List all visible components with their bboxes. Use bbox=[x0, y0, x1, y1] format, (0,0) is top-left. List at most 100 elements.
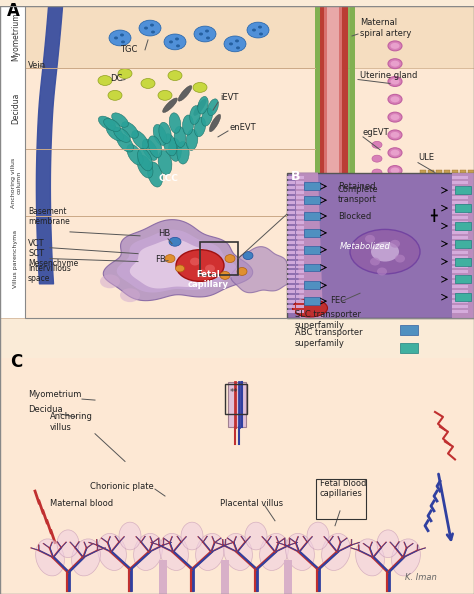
Ellipse shape bbox=[137, 155, 153, 178]
Ellipse shape bbox=[176, 45, 180, 48]
Bar bbox=[287, 255, 295, 258]
Text: FEC: FEC bbox=[330, 296, 346, 305]
Bar bbox=[452, 285, 460, 288]
Text: Fetal
capillary: Fetal capillary bbox=[188, 270, 228, 289]
Ellipse shape bbox=[120, 288, 140, 302]
Ellipse shape bbox=[178, 86, 192, 101]
Bar bbox=[460, 206, 468, 209]
Bar bbox=[460, 241, 468, 244]
Ellipse shape bbox=[196, 533, 224, 570]
Bar bbox=[460, 187, 468, 189]
Ellipse shape bbox=[109, 30, 131, 46]
Bar bbox=[452, 201, 460, 204]
Bar bbox=[452, 181, 460, 184]
Bar bbox=[287, 211, 295, 214]
Bar bbox=[420, 169, 426, 179]
Text: Decidua: Decidua bbox=[11, 93, 20, 124]
Ellipse shape bbox=[164, 34, 186, 50]
Ellipse shape bbox=[98, 533, 127, 570]
Ellipse shape bbox=[181, 522, 203, 550]
Bar bbox=[460, 290, 468, 293]
Ellipse shape bbox=[292, 299, 328, 317]
Text: CCC: CCC bbox=[158, 174, 178, 183]
Ellipse shape bbox=[114, 128, 130, 143]
Bar bbox=[452, 266, 460, 268]
Ellipse shape bbox=[372, 155, 382, 162]
Bar bbox=[455, 222, 471, 230]
Text: Blocked: Blocked bbox=[338, 212, 371, 221]
Bar bbox=[455, 258, 471, 266]
Text: Maternal blood: Maternal blood bbox=[50, 499, 113, 508]
Ellipse shape bbox=[372, 183, 382, 190]
Polygon shape bbox=[130, 239, 223, 289]
Text: Basement
membrane: Basement membrane bbox=[28, 207, 70, 226]
Bar bbox=[287, 300, 295, 303]
Ellipse shape bbox=[224, 533, 252, 570]
Bar bbox=[452, 305, 460, 308]
Ellipse shape bbox=[169, 113, 181, 133]
Ellipse shape bbox=[142, 139, 158, 160]
Bar bbox=[296, 295, 304, 298]
Bar bbox=[304, 196, 320, 204]
Ellipse shape bbox=[127, 144, 143, 165]
Ellipse shape bbox=[119, 522, 141, 550]
Bar bbox=[287, 270, 295, 273]
Ellipse shape bbox=[245, 522, 267, 550]
Bar bbox=[287, 201, 295, 204]
Bar bbox=[221, 560, 229, 594]
Ellipse shape bbox=[141, 78, 155, 89]
Bar bbox=[296, 290, 304, 293]
Ellipse shape bbox=[235, 39, 239, 42]
Ellipse shape bbox=[117, 134, 134, 152]
Text: Uterine gland: Uterine gland bbox=[360, 71, 418, 80]
Bar bbox=[455, 240, 471, 248]
Bar bbox=[324, 7, 342, 214]
Text: Anchoring
villus: Anchoring villus bbox=[50, 412, 93, 432]
Bar bbox=[460, 216, 468, 219]
Bar bbox=[452, 290, 460, 293]
Bar bbox=[460, 305, 468, 308]
Bar bbox=[452, 295, 460, 298]
Ellipse shape bbox=[169, 138, 182, 162]
Bar bbox=[460, 211, 468, 214]
Text: iEVT: iEVT bbox=[220, 93, 238, 102]
Bar bbox=[460, 196, 468, 199]
Bar bbox=[460, 246, 468, 249]
Ellipse shape bbox=[121, 40, 125, 43]
Bar bbox=[296, 266, 304, 268]
Ellipse shape bbox=[388, 94, 402, 105]
Bar bbox=[296, 191, 304, 194]
Ellipse shape bbox=[198, 96, 208, 114]
Ellipse shape bbox=[206, 36, 210, 39]
Ellipse shape bbox=[388, 184, 402, 193]
Bar bbox=[296, 300, 304, 303]
Bar bbox=[460, 270, 468, 273]
Ellipse shape bbox=[391, 150, 400, 156]
Bar bbox=[327, 7, 339, 214]
Ellipse shape bbox=[372, 169, 382, 176]
Bar bbox=[0, 7, 25, 318]
Bar bbox=[287, 241, 295, 244]
Ellipse shape bbox=[356, 539, 384, 576]
Text: Complete
transport: Complete transport bbox=[338, 185, 379, 204]
Ellipse shape bbox=[132, 131, 148, 149]
Ellipse shape bbox=[163, 98, 177, 112]
Bar bbox=[304, 229, 320, 237]
Polygon shape bbox=[315, 7, 355, 204]
Ellipse shape bbox=[176, 249, 224, 282]
Bar bbox=[287, 187, 295, 189]
Ellipse shape bbox=[100, 274, 120, 288]
Ellipse shape bbox=[205, 264, 215, 273]
Ellipse shape bbox=[236, 46, 240, 49]
Bar bbox=[296, 206, 304, 209]
Ellipse shape bbox=[388, 130, 402, 140]
Bar bbox=[460, 221, 468, 224]
Bar bbox=[296, 255, 304, 258]
Bar bbox=[228, 383, 246, 427]
Bar bbox=[452, 187, 460, 189]
Ellipse shape bbox=[388, 77, 402, 87]
Bar bbox=[25, 148, 315, 216]
Ellipse shape bbox=[177, 141, 189, 164]
Bar bbox=[452, 246, 460, 249]
Ellipse shape bbox=[243, 252, 253, 260]
